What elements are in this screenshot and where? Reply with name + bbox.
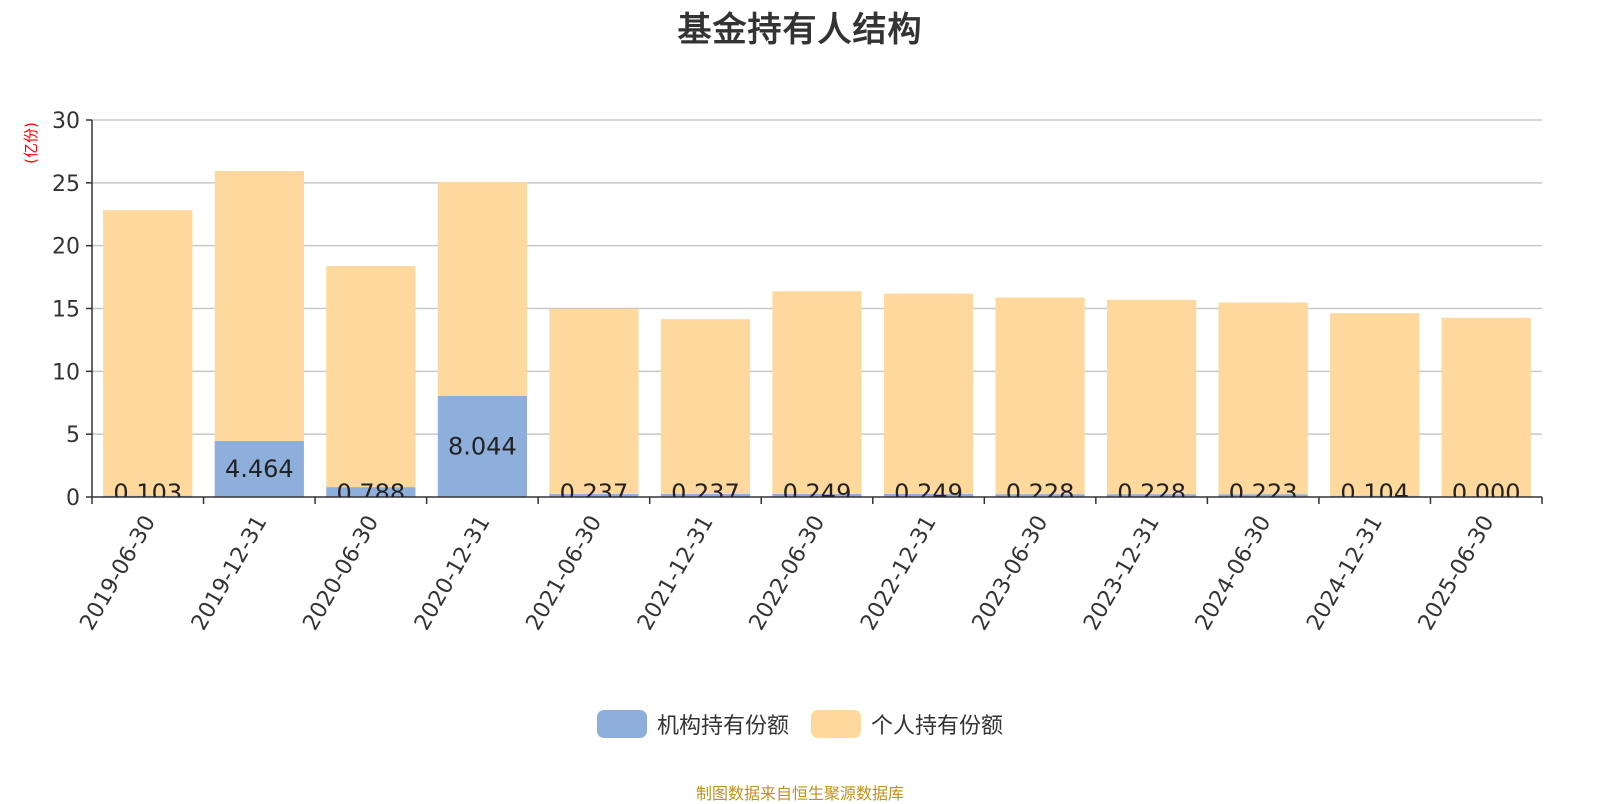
bar-individual <box>995 297 1085 495</box>
y-tick-label: 5 <box>66 423 80 448</box>
bar-institution <box>995 494 1085 497</box>
y-tick-label: 30 <box>52 109 80 134</box>
legend-swatch-individual <box>811 710 861 738</box>
y-tick-label: 20 <box>52 235 80 260</box>
x-tick-label: 2024-12-31 <box>1302 512 1388 635</box>
y-tick-label: 15 <box>52 298 80 323</box>
bar-institution <box>437 395 527 497</box>
x-tick-label: 2022-12-31 <box>856 512 942 635</box>
data-label-institution: 0.223 <box>1229 479 1298 507</box>
data-label-institution: 0.788 <box>336 479 405 507</box>
bar-individual <box>883 293 974 494</box>
bar-institution <box>549 494 639 497</box>
x-tick-label: 2024-06-30 <box>1191 512 1277 635</box>
bar-individual <box>1441 317 1531 497</box>
x-tick-label: 2023-06-30 <box>968 512 1054 635</box>
legend-item-individual[interactable]: 个人持有份额 <box>811 708 1003 740</box>
bar-institution <box>326 487 416 497</box>
bar-institution <box>883 493 974 497</box>
bar-individual <box>1218 302 1308 495</box>
bar-institution <box>214 440 304 497</box>
bar-institution <box>772 493 862 497</box>
x-tick-label: 2021-12-31 <box>633 512 719 635</box>
bar-individual <box>214 171 304 441</box>
x-tick-label: 2019-06-30 <box>75 512 161 635</box>
y-tick-label: 25 <box>52 172 80 197</box>
legend: 机构持有份额 个人持有份额 <box>0 708 1600 740</box>
y-tick-label: 0 <box>66 486 80 511</box>
bars <box>103 171 1531 497</box>
x-tick-label: 2020-12-31 <box>410 512 496 635</box>
bar-individual <box>1107 299 1197 495</box>
legend-label-individual: 个人持有份额 <box>871 714 1004 739</box>
data-label-institution: 0.000 <box>1452 479 1521 507</box>
source-note: 制图数据来自恒生聚源数据库 <box>695 784 904 803</box>
data-label-institution: 0.103 <box>113 479 182 507</box>
bar-individual <box>326 266 416 488</box>
bar-institution <box>660 494 751 497</box>
x-tick-label: 2021-06-30 <box>522 512 608 635</box>
data-label-institution: 0.228 <box>1006 479 1075 507</box>
data-label-institution: 0.104 <box>1340 479 1409 507</box>
data-labels: 0.103 4.464 0.788 8.044 0.237 0.237 0.249 0.249… <box>113 432 1521 507</box>
x-tick-label: 2022-06-30 <box>745 512 831 635</box>
x-tick-label: 2020-06-30 <box>298 512 384 635</box>
data-label-institution: 0.228 <box>1117 479 1186 507</box>
chart-title: 基金持有人结构 <box>677 10 923 50</box>
legend-swatch-institution <box>596 710 647 738</box>
bar-individual <box>1330 313 1420 496</box>
y-axis-title: (亿份) <box>22 122 40 164</box>
legend-item-institution[interactable]: 机构持有份额 <box>596 708 789 740</box>
data-label-institution: 4.464 <box>225 455 294 483</box>
bar-individual <box>103 210 193 496</box>
data-label-institution: 8.044 <box>448 432 517 460</box>
bar-individual <box>772 291 862 494</box>
data-label-institution: 0.249 <box>783 479 852 507</box>
data-label-institution: 0.249 <box>894 479 963 507</box>
x-tick-label: 2023-12-31 <box>1079 512 1165 635</box>
x-tick-label: 2019-12-31 <box>187 512 273 635</box>
bar-individual <box>660 319 751 495</box>
bar-institution <box>1218 494 1308 497</box>
y-tick-label: 10 <box>52 360 80 385</box>
x-tick-label: 2025-06-30 <box>1414 512 1500 635</box>
bar-individual <box>437 182 527 396</box>
data-label-institution: 0.237 <box>671 479 740 507</box>
bar-individual <box>549 308 639 495</box>
bar-institution <box>1107 494 1197 497</box>
legend-label-institution: 机构持有份额 <box>656 714 789 739</box>
data-label-institution: 0.237 <box>560 479 629 507</box>
